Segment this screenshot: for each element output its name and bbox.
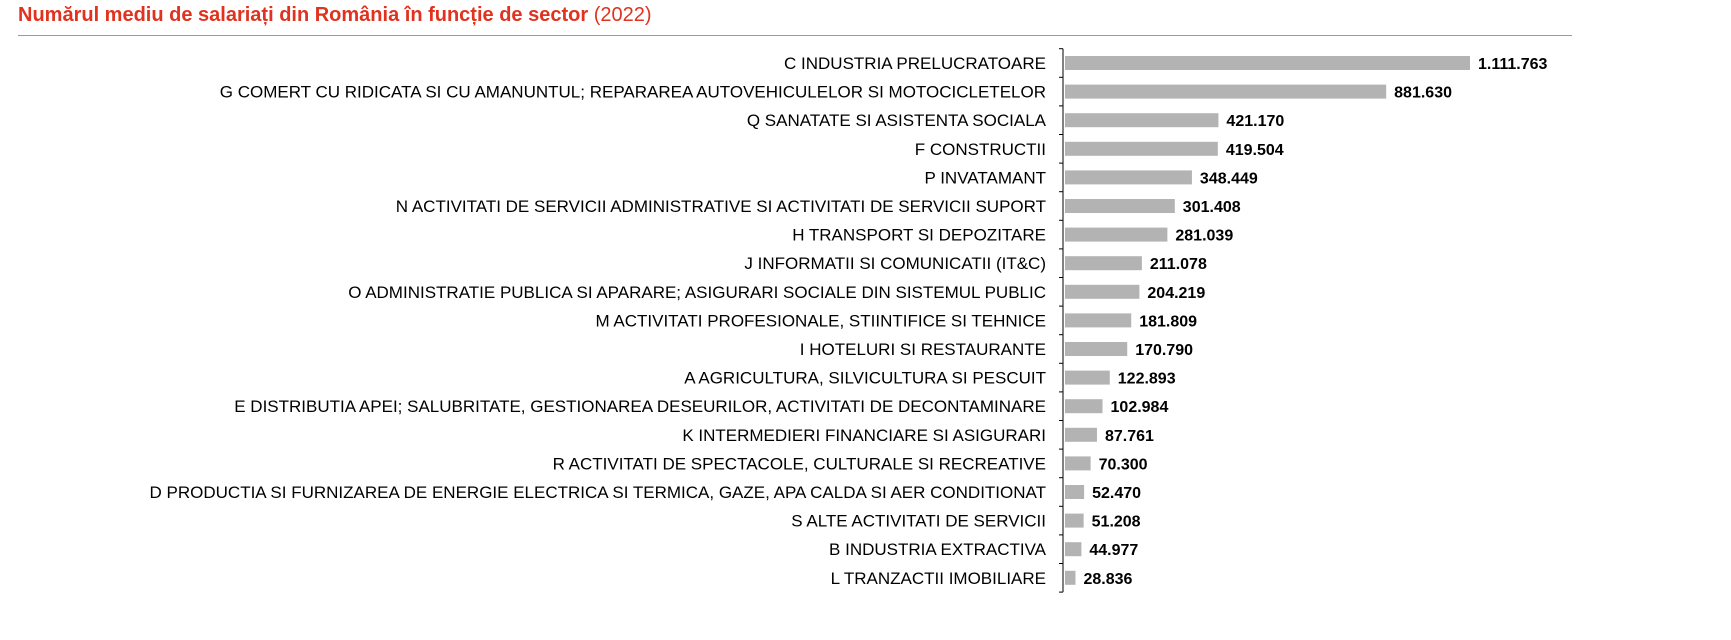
category-label: R ACTIVITATI DE SPECTACOLE, CULTURALE SI… — [553, 454, 1046, 473]
value-label: 211.078 — [1150, 256, 1207, 273]
category-label: H TRANSPORT SI DEPOZITARE — [792, 226, 1046, 245]
value-label: 348.449 — [1200, 170, 1258, 187]
bar — [1065, 113, 1219, 128]
category-label: F CONSTRUCTII — [915, 140, 1046, 159]
bar — [1065, 170, 1192, 185]
category-label: B INDUSTRIA EXTRACTIVA — [829, 540, 1047, 559]
bar — [1065, 84, 1387, 99]
category-label: D PRODUCTIA SI FURNIZAREA DE ENERGIE ELE… — [150, 483, 1046, 502]
bar — [1065, 56, 1470, 70]
bar — [1065, 542, 1082, 557]
value-label: 28.836 — [1084, 571, 1133, 588]
value-label: 281.039 — [1175, 228, 1233, 245]
value-label: 87.761 — [1105, 428, 1154, 445]
category-label: P INVATAMANT — [924, 168, 1046, 187]
bar — [1065, 141, 1218, 156]
category-label: J INFORMATII SI COMUNICATII (IT&C) — [744, 254, 1046, 273]
value-label: 881.630 — [1394, 85, 1452, 102]
bar — [1065, 256, 1142, 271]
category-label: G COMERT CU RIDICATA SI CU AMANUNTUL; RE… — [220, 83, 1046, 102]
value-label: 170.790 — [1135, 342, 1193, 359]
value-label: 44.977 — [1089, 542, 1138, 559]
value-label: 70.300 — [1099, 456, 1148, 473]
category-label: S ALTE ACTIVITATI DE SERVICII — [791, 512, 1046, 531]
value-label: 421.170 — [1226, 113, 1284, 130]
value-label: 181.809 — [1139, 313, 1197, 330]
category-label: K INTERMEDIERI FINANCIARE SI ASIGURARI — [682, 426, 1046, 445]
category-label: L TRANZACTII IMOBILIARE — [831, 569, 1046, 588]
bar — [1065, 485, 1085, 499]
bar — [1065, 456, 1091, 471]
chart-title: Numărul mediu de salariați din România î… — [18, 4, 652, 27]
value-label: 52.470 — [1092, 485, 1141, 502]
category-label: M ACTIVITATI PROFESIONALE, STIINTIFICE S… — [595, 311, 1046, 330]
category-label: N ACTIVITATI DE SERVICII ADMINISTRATIVE … — [396, 197, 1046, 216]
category-label: O ADMINISTRATIE PUBLICA SI APARARE; ASIG… — [348, 283, 1046, 302]
chart-title-main: Numărul mediu de salariați din România î… — [18, 4, 589, 26]
bar — [1065, 199, 1175, 213]
value-label: 204.219 — [1147, 285, 1205, 302]
bar — [1065, 427, 1097, 442]
category-label: I HOTELURI SI RESTAURANTE — [800, 340, 1046, 359]
bar — [1065, 370, 1110, 385]
value-label: 301.408 — [1183, 199, 1241, 216]
value-label: 51.208 — [1092, 514, 1141, 531]
bar — [1065, 313, 1132, 328]
category-label: A AGRICULTURA, SILVICULTURA SI PESCUIT — [684, 369, 1046, 388]
title-divider — [18, 35, 1572, 36]
bar — [1065, 513, 1084, 528]
bar — [1065, 342, 1128, 356]
value-label: 102.984 — [1111, 399, 1169, 416]
category-label: E DISTRIBUTIA APEI; SALUBRITATE, GESTION… — [234, 397, 1046, 416]
category-label: C INDUSTRIA PRELUCRATOARE — [784, 54, 1046, 73]
chart-title-year: (2022) — [593, 4, 652, 26]
value-label: 419.504 — [1226, 142, 1284, 159]
value-label: 122.893 — [1118, 371, 1176, 388]
bar — [1065, 227, 1168, 242]
category-label: Q SANATATE SI ASISTENTA SOCIALA — [747, 111, 1047, 130]
bar — [1065, 570, 1076, 585]
value-label: 1.111.763 — [1478, 56, 1548, 73]
bar — [1065, 284, 1140, 299]
bar — [1065, 399, 1103, 414]
